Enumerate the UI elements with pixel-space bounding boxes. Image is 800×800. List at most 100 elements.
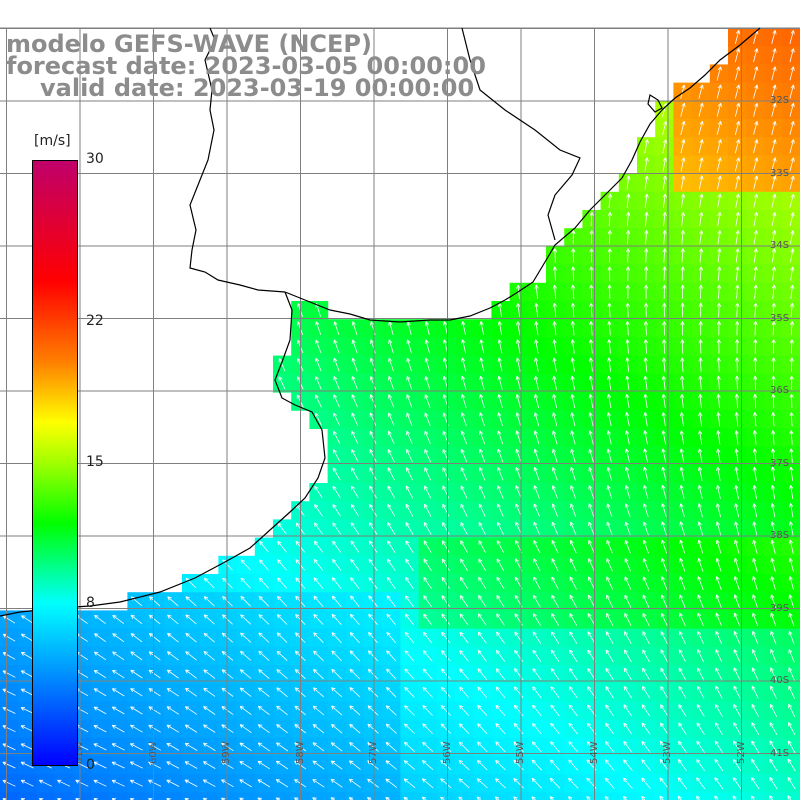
wind-arrow — [441, 558, 450, 572]
field-cell — [527, 792, 547, 800]
wind-arrow — [698, 121, 704, 136]
wind-arrow — [313, 668, 324, 680]
wind-arrow — [259, 540, 269, 553]
wind-arrow — [166, 669, 179, 679]
wind-arrow — [515, 467, 522, 481]
wind-arrow — [369, 376, 376, 390]
wind-arrow — [751, 740, 760, 754]
field-cell — [546, 792, 565, 800]
colorbar-tick-label: 30 — [86, 151, 104, 167]
wind-arrow — [369, 449, 377, 463]
wind-arrow — [460, 485, 468, 499]
wind-arrow — [148, 688, 161, 697]
wind-arrow — [697, 649, 705, 663]
wind-arrow — [332, 485, 341, 499]
wind-arrow — [715, 704, 723, 717]
wind-arrow — [497, 448, 504, 463]
wind-arrow — [662, 321, 667, 336]
wind-arrow — [641, 722, 651, 735]
wind-arrow — [789, 393, 794, 409]
wind-arrow — [422, 650, 433, 662]
wind-arrow — [367, 778, 379, 788]
wind-arrow — [569, 558, 577, 572]
longitude-label: 56W — [442, 741, 453, 764]
wind-arrow — [588, 466, 594, 481]
wind-arrow — [716, 139, 722, 154]
wind-arrow — [495, 704, 506, 717]
wind-arrow — [239, 724, 252, 734]
field-cell — [0, 792, 19, 800]
wind-arrow — [644, 266, 649, 281]
latitude-label: 36S — [770, 385, 790, 396]
field-cell — [218, 792, 238, 800]
wind-arrow — [752, 503, 758, 518]
wind-arrow — [734, 466, 739, 481]
wind-arrow — [497, 357, 503, 372]
wind-arrow — [642, 558, 650, 572]
wind-arrow — [477, 704, 488, 716]
wind-arrow — [606, 612, 614, 626]
wind-arrow — [240, 577, 251, 589]
wind-arrow — [93, 761, 107, 769]
wind-arrow — [605, 649, 614, 663]
wind-arrow — [239, 761, 252, 770]
wind-arrow — [315, 376, 322, 390]
wind-arrow — [422, 723, 433, 734]
wind-arrow — [771, 193, 777, 208]
wind-arrow — [752, 557, 758, 572]
wind-arrow — [644, 211, 649, 227]
wind-arrow — [167, 632, 179, 643]
field-cell — [764, 792, 784, 800]
latitude-label: 38S — [770, 530, 790, 541]
wind-arrow — [424, 412, 431, 426]
wind-arrow — [643, 357, 648, 372]
wind-arrow — [166, 743, 180, 751]
wind-arrow — [570, 339, 575, 354]
wind-arrow — [423, 558, 432, 572]
longitude-label: 55W — [515, 741, 526, 764]
wind-arrow — [606, 576, 614, 590]
wind-arrow — [421, 796, 427, 800]
field-cell — [473, 792, 492, 800]
wind-speed-field — [0, 28, 800, 800]
field-cell — [400, 792, 420, 800]
wind-arrow — [148, 779, 162, 787]
wind-arrow — [331, 595, 342, 607]
wind-arrow — [405, 540, 414, 553]
wind-arrow — [460, 521, 468, 535]
wind-arrow — [440, 686, 451, 698]
wind-arrow — [643, 485, 649, 499]
wind-arrow — [404, 686, 415, 698]
wind-arrow — [20, 633, 34, 642]
wind-arrow — [641, 795, 646, 800]
field-cell — [273, 792, 292, 800]
wind-arrow — [478, 521, 486, 535]
wind-arrow — [735, 175, 740, 190]
wind-arrow — [679, 430, 685, 445]
wind-arrow — [441, 631, 451, 644]
wind-arrow — [679, 631, 686, 645]
wind-arrow — [625, 448, 630, 463]
field-cell — [91, 792, 110, 800]
wind-arrow — [735, 266, 740, 281]
wind-arrow — [112, 633, 125, 643]
wind-arrow — [570, 503, 577, 517]
wind-arrow — [148, 614, 161, 625]
wind-arrow — [349, 723, 361, 734]
wind-arrow — [461, 321, 466, 336]
field-cell — [72, 792, 92, 800]
wind-arrow — [534, 394, 539, 408]
wind-arrow — [698, 175, 704, 190]
wind-arrow — [496, 631, 505, 644]
wind-arrow — [552, 412, 558, 427]
wind-arrow — [789, 193, 795, 208]
wind-arrow — [753, 84, 759, 99]
wind-arrow — [403, 741, 415, 752]
wind-arrow — [257, 724, 270, 734]
wind-arrow — [606, 412, 612, 427]
wind-arrow — [386, 595, 396, 608]
wind-arrow — [551, 631, 560, 644]
wind-arrow — [680, 248, 685, 263]
field-cell — [127, 792, 147, 800]
field-cell — [254, 792, 274, 800]
